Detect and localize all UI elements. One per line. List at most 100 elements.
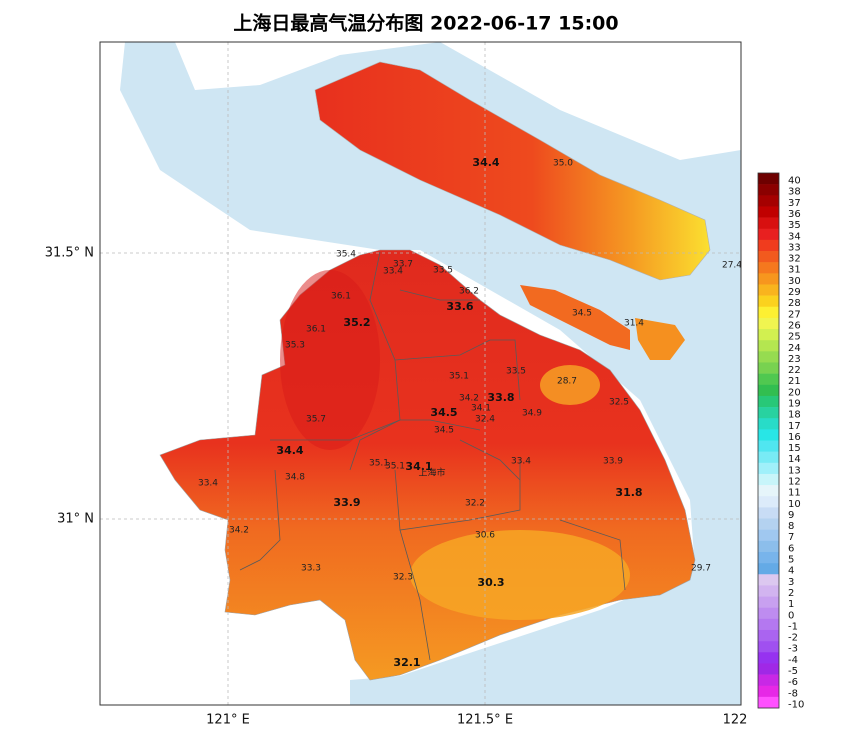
colorbar-label: 26 — [788, 320, 801, 331]
station-value: 32.3 — [393, 573, 413, 583]
colorbar-segment — [758, 607, 779, 620]
station-value: 32.1 — [393, 656, 420, 669]
station-value: 35.1 — [449, 372, 469, 382]
colorbar-label: 1 — [788, 599, 794, 610]
colorbar-label: 19 — [788, 398, 801, 409]
colorbar-label: 38 — [788, 187, 801, 198]
station-value: 34.5 — [434, 426, 454, 436]
station-value: 34.9 — [522, 409, 542, 419]
map-area: 35.0 34.4 27.4 35.4 33.7 33.4 33.5 36.2 … — [100, 42, 741, 705]
colorbar-label: 27 — [788, 309, 801, 320]
colorbar-label: 40 — [788, 176, 801, 187]
colorbar-segment — [758, 184, 779, 196]
colorbar-segment — [758, 685, 779, 698]
colorbar-label: 16 — [788, 432, 801, 443]
colorbar-label: 14 — [788, 454, 801, 465]
colorbar-segment — [758, 273, 779, 285]
station-value: 32.2 — [465, 499, 485, 509]
city-label: 上海市 — [418, 467, 445, 479]
colorbar-segment — [758, 551, 779, 564]
colorbar-segment — [758, 418, 779, 430]
colorbar-label: 21 — [788, 376, 801, 387]
colorbar-segment — [758, 496, 779, 508]
station-value: 30.3 — [477, 576, 504, 589]
colorbar-label: 13 — [788, 465, 801, 476]
colorbar-label: 4 — [788, 566, 794, 577]
colorbar-label: 18 — [788, 410, 801, 421]
colorbar-label: -3 — [788, 644, 798, 655]
colorbar-label: 36 — [788, 209, 801, 220]
colorbar-label: 15 — [788, 443, 801, 454]
colorbar-label: 28 — [788, 298, 801, 309]
colorbar-label: 29 — [788, 287, 801, 298]
lon-label: 121° E — [206, 713, 250, 728]
station-value: 36.2 — [459, 287, 479, 297]
station-value: 32.5 — [609, 398, 629, 408]
station-value: 34.2 — [459, 394, 479, 404]
station-value: 36.1 — [331, 292, 351, 302]
station-value: 33.6 — [446, 300, 473, 313]
station-value: 34.5 — [572, 309, 592, 319]
colorbar-label: 30 — [788, 276, 801, 287]
colorbar-segment — [758, 629, 779, 642]
colorbar-segment — [758, 440, 779, 452]
station-value: 33.3 — [301, 564, 321, 574]
colorbar-label: 24 — [788, 343, 801, 354]
colorbar-frame — [757, 172, 780, 709]
colorbar-segment — [758, 306, 779, 319]
colorbar-segment — [758, 351, 779, 363]
colorbar-label: 35 — [788, 220, 801, 231]
colorbar-segment — [758, 529, 779, 542]
colorbar-label: 10 — [788, 499, 801, 510]
colorbar-label: -10 — [788, 699, 804, 710]
station-value: 35.7 — [306, 415, 326, 425]
station-value: 35.3 — [285, 341, 305, 351]
station-value: 33.4 — [511, 457, 531, 467]
colorbar-segment — [758, 173, 779, 185]
station-value: 34.1 — [405, 460, 432, 473]
colorbar-segment — [758, 696, 779, 709]
lon-label: 122 — [723, 713, 748, 728]
colorbar-label: 37 — [788, 198, 801, 209]
colorbar-label: 17 — [788, 421, 801, 432]
station-value: 33.7 — [393, 260, 413, 270]
colorbar-label: 12 — [788, 477, 801, 488]
colorbar-segment — [758, 674, 779, 687]
colorbar-segment — [758, 518, 779, 530]
station-value: 34.1 — [471, 404, 491, 414]
colorbar-segment — [758, 641, 779, 653]
colorbar-label: 7 — [788, 532, 794, 543]
colorbar-label: 20 — [788, 387, 801, 398]
district-borders — [239, 251, 626, 661]
station-value: 35.2 — [343, 316, 370, 329]
graticule — [100, 42, 741, 705]
colorbar-label: 9 — [788, 510, 794, 521]
colorbar-segment — [758, 317, 779, 330]
station-value: 30.6 — [475, 531, 495, 541]
colorbar-label: 33 — [788, 242, 801, 253]
colorbar-segment — [758, 451, 779, 464]
hot-zone — [280, 270, 380, 450]
station-value: 33.4 — [198, 479, 218, 489]
colorbar-segment — [758, 663, 779, 675]
colorbar-segment — [758, 429, 779, 441]
colorbar-label: -4 — [788, 655, 798, 666]
changxing-island — [520, 285, 630, 350]
colorbar-segment — [758, 473, 779, 486]
colorbar-segment — [758, 340, 779, 352]
station-value: 35.1 — [369, 459, 389, 469]
colorbar-label: 32 — [788, 254, 801, 265]
colorbar-label: 2 — [788, 588, 794, 599]
lon-label: 121.5° E — [457, 713, 513, 728]
station-value: 34.8 — [285, 473, 305, 483]
colorbar-segment — [758, 206, 779, 218]
colorbar-segment — [758, 407, 779, 419]
colorbar-label: -8 — [788, 688, 798, 699]
colorbar-segment — [758, 195, 779, 207]
station-value: 33.4 — [383, 267, 403, 277]
colorbar-segment — [758, 295, 779, 308]
colorbar-segment — [758, 251, 779, 263]
colorbar-segment — [758, 217, 779, 230]
colorbar-label: 31 — [788, 265, 801, 276]
hengsha-island — [635, 318, 685, 360]
